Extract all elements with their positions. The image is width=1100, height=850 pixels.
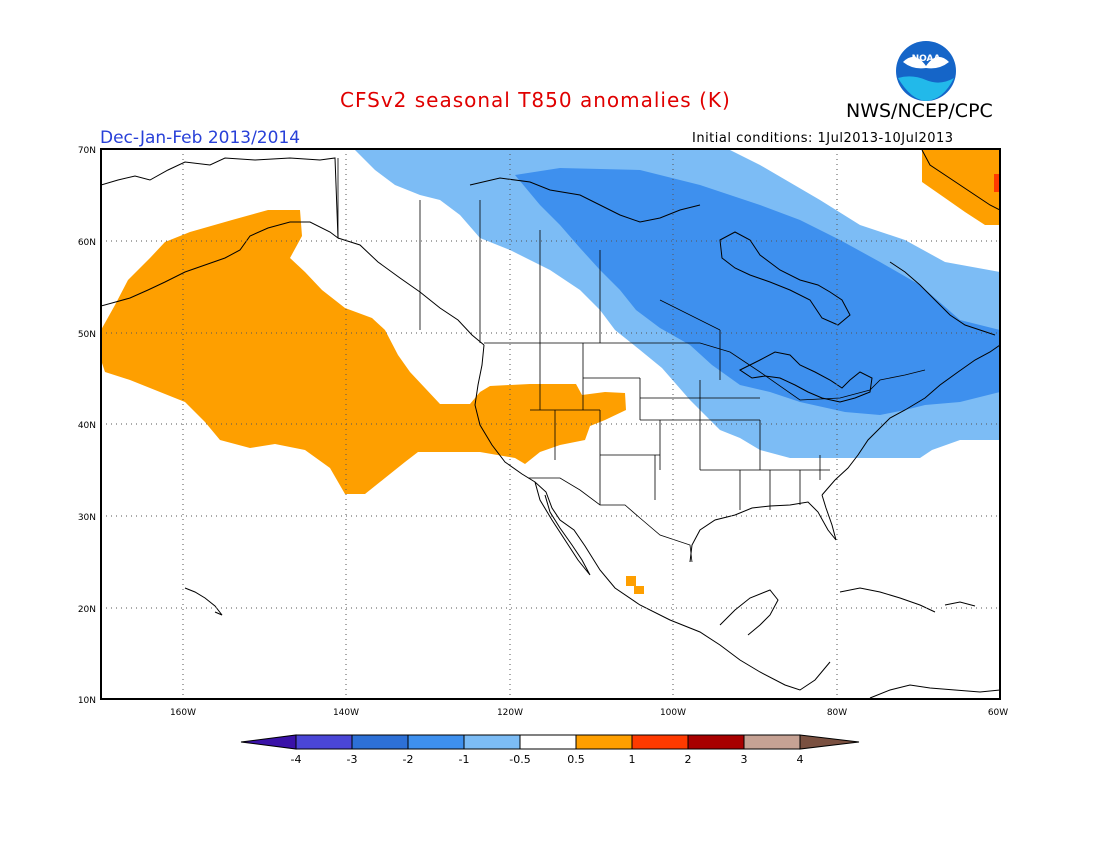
- lat-label: 20N: [78, 605, 96, 615]
- us-state-lines: [530, 343, 830, 510]
- canada-provinces: [419, 200, 721, 380]
- noaa-logo-text: NOAA: [912, 54, 941, 64]
- graticule: [101, 149, 1000, 699]
- colorbar-label: -3: [347, 753, 358, 766]
- gulf-coast: [689, 494, 837, 563]
- season-label: Dec-Jan-Feb 2013/2014: [100, 128, 301, 148]
- great-lakes: [739, 351, 873, 403]
- colorbar-swatch: [575, 734, 633, 750]
- us-canada-border: [484, 342, 926, 401]
- colorbar-arrow-high: [799, 734, 860, 750]
- colorbar-swatch: [463, 734, 521, 750]
- map-frame: [100, 148, 1001, 700]
- colorbar-swatch: [295, 734, 353, 750]
- arctic-islands: [469, 177, 701, 223]
- labrador: [889, 261, 996, 336]
- south-america-coast: [869, 684, 1000, 699]
- lon-label: 140W: [333, 708, 359, 718]
- colorbar-label: 0.5: [567, 753, 585, 766]
- alaska-coast: [101, 157, 339, 307]
- lon-label: 80W: [827, 708, 847, 718]
- agency-label: NWS/NCEP/CPC: [846, 100, 993, 122]
- colorbar-swatch: [519, 734, 577, 750]
- colorbar-arrow-low: [240, 734, 297, 750]
- colorbar-label: 1: [629, 753, 636, 766]
- cool-anomaly-mid: [515, 168, 1000, 415]
- lat-label: 60N: [78, 238, 96, 248]
- colorbar-swatch: [407, 734, 465, 750]
- lat-label: 30N: [78, 513, 96, 523]
- colorbar-label: -0.5: [509, 753, 530, 766]
- colorbar-label: -1: [459, 753, 470, 766]
- colorbar-labels: -4 -3 -2 -1 -0.5 0.5 1 2 3 4: [291, 753, 804, 766]
- colorbar-label: -2: [403, 753, 414, 766]
- colorbar-label: 2: [685, 753, 692, 766]
- map-title: CFSv2 seasonal T850 anomalies (K): [340, 88, 731, 112]
- hawaii: [184, 587, 223, 616]
- noaa-logo: NOAA: [896, 41, 956, 101]
- us-mexico-border: [528, 477, 693, 563]
- lon-label: 100W: [660, 708, 686, 718]
- colorbar-label: 4: [797, 753, 804, 766]
- longitude-labels: 160W 140W 120W 100W 80W 60W: [170, 708, 1008, 718]
- warm-spot-northeast: [994, 174, 1000, 192]
- colorbar: [240, 734, 860, 750]
- colorbar-label: 3: [741, 753, 748, 766]
- hispaniola: [944, 601, 976, 607]
- lat-label: 10N: [78, 696, 96, 706]
- latitude-labels: 70N 60N 50N 40N 30N 20N 10N: [78, 146, 96, 706]
- warm-anomaly-pacific: [101, 210, 626, 494]
- lat-label: 50N: [78, 330, 96, 340]
- initial-conditions-label: Initial conditions: 1Jul2013-10Jul2013: [692, 131, 954, 146]
- coastlines: [101, 149, 1000, 699]
- hudson-bay: [719, 231, 851, 326]
- colorbar-swatch: [743, 734, 801, 750]
- cuba: [839, 587, 936, 613]
- baja-california: [534, 481, 591, 576]
- lat-label: 70N: [78, 146, 96, 156]
- lon-label: 160W: [170, 708, 196, 718]
- colorbar-swatch: [631, 734, 689, 750]
- yucatan: [719, 589, 779, 636]
- us-west-coast: [474, 344, 831, 691]
- lat-label: 40N: [78, 421, 96, 431]
- political-borders: [337, 158, 926, 563]
- colorbar-swatch: [351, 734, 409, 750]
- lon-label: 60W: [988, 708, 1008, 718]
- warm-anomaly-northeast: [922, 150, 1000, 225]
- lon-label: 120W: [497, 708, 523, 718]
- warm-anomaly-mexico: [626, 576, 644, 594]
- colorbar-label: -4: [291, 753, 302, 766]
- colorbar-swatch: [687, 734, 745, 750]
- east-coast: [821, 344, 1000, 496]
- greenland: [921, 149, 1000, 211]
- anomaly-field: [101, 150, 1000, 594]
